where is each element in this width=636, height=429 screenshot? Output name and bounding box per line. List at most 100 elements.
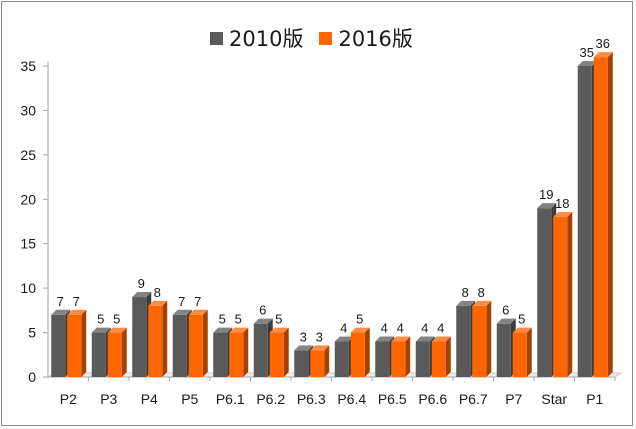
bar-top	[350, 327, 370, 333]
bar-top	[496, 318, 516, 324]
y-tick-label: 35	[20, 58, 36, 74]
bar-side	[607, 52, 613, 377]
bar-side	[243, 327, 249, 377]
data-label: 5	[356, 312, 363, 327]
bar-top	[172, 309, 192, 315]
legend-swatch-2016	[319, 31, 333, 45]
data-label: 6	[259, 303, 266, 318]
bar-2016版-P2	[67, 314, 82, 377]
legend-item-2010: 2010版	[210, 23, 303, 53]
bar-side	[405, 336, 411, 377]
bar-2016版-P3	[107, 332, 122, 377]
x-tick-label: P4	[141, 391, 158, 407]
bar-2016版-P6.5	[391, 341, 406, 377]
bar-side	[162, 300, 168, 377]
data-label: 4	[421, 320, 428, 335]
bar-side	[81, 309, 87, 377]
bar-top	[456, 300, 476, 306]
bar-2016版-P5	[188, 314, 203, 377]
data-label: 4	[340, 320, 347, 335]
data-label: 5	[97, 312, 104, 327]
y-tick-label: 20	[20, 191, 36, 207]
bar-top	[213, 327, 233, 333]
x-tick-label: P6.6	[418, 391, 447, 407]
bar-top	[375, 336, 395, 342]
data-label: 9	[138, 276, 145, 291]
data-label: 5	[518, 312, 525, 327]
bar-2010版-P7	[496, 323, 511, 377]
bar-top	[577, 61, 597, 66]
bar-2010版-P6.3	[294, 350, 309, 377]
bar-2016版-P6.4	[350, 332, 365, 377]
bar-top	[415, 336, 435, 342]
data-label: 8	[462, 285, 469, 300]
bar-top	[51, 309, 71, 315]
y-tick-label: 25	[20, 147, 36, 163]
bar-top	[107, 327, 127, 333]
legend: 2010版 2016版	[210, 24, 413, 52]
bar-side	[567, 212, 573, 377]
bar-2016版-P6.1	[229, 332, 244, 377]
data-label: 4	[437, 320, 444, 335]
y-tick-label: 30	[20, 102, 36, 118]
bar-side	[324, 345, 330, 377]
data-label: 7	[178, 294, 185, 309]
data-label: 7	[57, 294, 64, 309]
data-label: 35	[580, 45, 594, 60]
bar-2010版-P1	[577, 66, 592, 377]
bar-top	[188, 309, 208, 315]
data-label: 6	[502, 303, 509, 318]
bar-side	[121, 327, 127, 377]
data-label: 4	[381, 320, 388, 335]
data-label: 5	[275, 312, 282, 327]
bar-2016版-P1	[593, 57, 608, 377]
bar-2010版-P2	[51, 314, 66, 377]
bar-side	[445, 336, 451, 377]
bar-2010版-P6.7	[456, 305, 471, 377]
bar-2010版-P6.1	[213, 332, 228, 377]
y-tick-label: 15	[20, 236, 36, 252]
bar-2010版-P6.6	[415, 341, 430, 377]
data-label: 4	[397, 320, 404, 335]
bar-2016版-P6.2	[269, 332, 284, 377]
data-label: 36	[596, 36, 610, 51]
bar-top	[310, 345, 330, 351]
data-label: 19	[539, 187, 553, 202]
x-tick-label: P6.4	[337, 391, 366, 407]
data-label: 3	[300, 329, 307, 344]
bar-top	[269, 327, 289, 333]
bar-2016版-P6.6	[431, 341, 446, 377]
bar-2010版-P6.2	[253, 323, 268, 377]
x-tick-label: P6.5	[378, 391, 407, 407]
y-tick-label: 5	[28, 325, 36, 341]
bar-2016版-P6.3	[310, 350, 325, 377]
bar-top	[67, 309, 87, 315]
bar-top	[472, 300, 492, 306]
y-tick-label: 10	[20, 280, 36, 296]
legend-item-2016: 2016版	[319, 23, 413, 53]
bar-2016版-P6.7	[472, 305, 487, 377]
legend-label-2010: 2010版	[229, 27, 304, 51]
bar-2010版-P4	[132, 297, 147, 377]
x-tick-label: P6.7	[459, 391, 488, 407]
bar-top	[537, 203, 557, 209]
bar-2010版-P5	[172, 314, 187, 377]
data-label: 5	[219, 312, 226, 327]
data-label: 8	[478, 285, 485, 300]
bar-top	[253, 318, 273, 324]
data-label: 5	[235, 312, 242, 327]
x-tick-label: P7	[505, 391, 522, 407]
bar-side	[486, 300, 492, 377]
x-tick-label: P5	[181, 391, 198, 407]
bar-top	[132, 292, 152, 298]
data-label: 7	[194, 294, 201, 309]
bar-side	[526, 327, 532, 377]
bar-top	[294, 345, 314, 351]
bar-top	[431, 336, 451, 342]
x-tick-label: P3	[100, 391, 117, 407]
bar-top	[512, 327, 532, 333]
x-tick-label: P6.3	[297, 391, 326, 407]
y-tick-label: 0	[28, 369, 36, 385]
bar-2010版-P6.5	[375, 341, 390, 377]
